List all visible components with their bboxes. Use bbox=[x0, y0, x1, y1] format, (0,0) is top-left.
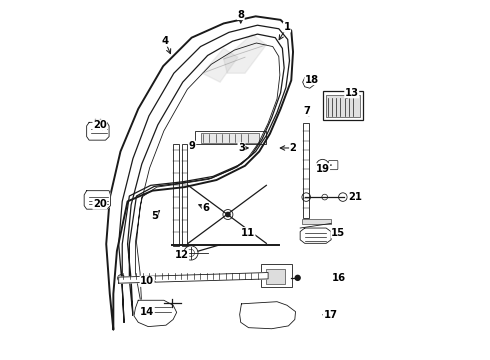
Text: 13: 13 bbox=[345, 88, 359, 98]
FancyBboxPatch shape bbox=[303, 123, 309, 219]
Circle shape bbox=[226, 212, 230, 217]
Text: 18: 18 bbox=[305, 75, 319, 85]
Text: 3: 3 bbox=[238, 143, 245, 153]
Text: 1: 1 bbox=[283, 22, 291, 32]
Polygon shape bbox=[300, 228, 331, 243]
Polygon shape bbox=[134, 300, 177, 327]
FancyBboxPatch shape bbox=[182, 144, 187, 246]
Text: 4: 4 bbox=[161, 36, 169, 46]
Text: 17: 17 bbox=[323, 310, 338, 320]
FancyBboxPatch shape bbox=[261, 264, 292, 287]
FancyBboxPatch shape bbox=[195, 131, 267, 144]
Polygon shape bbox=[202, 48, 238, 82]
Text: 10: 10 bbox=[140, 276, 154, 287]
FancyBboxPatch shape bbox=[322, 91, 363, 120]
FancyBboxPatch shape bbox=[141, 304, 149, 322]
Circle shape bbox=[295, 275, 300, 280]
Text: 16: 16 bbox=[332, 273, 346, 283]
Polygon shape bbox=[84, 191, 111, 209]
Text: 2: 2 bbox=[290, 143, 296, 153]
Text: 6: 6 bbox=[202, 203, 209, 213]
Text: 5: 5 bbox=[151, 211, 158, 221]
Text: 19: 19 bbox=[316, 163, 330, 174]
Polygon shape bbox=[223, 34, 267, 73]
Text: 8: 8 bbox=[237, 9, 244, 19]
FancyBboxPatch shape bbox=[326, 95, 360, 117]
Polygon shape bbox=[87, 122, 109, 140]
FancyBboxPatch shape bbox=[200, 134, 259, 143]
Polygon shape bbox=[240, 302, 295, 329]
FancyBboxPatch shape bbox=[266, 269, 285, 284]
Text: 15: 15 bbox=[331, 228, 345, 238]
FancyBboxPatch shape bbox=[302, 219, 331, 225]
Text: 21: 21 bbox=[348, 192, 362, 202]
Polygon shape bbox=[119, 273, 268, 283]
Text: 9: 9 bbox=[189, 141, 196, 151]
Text: 11: 11 bbox=[241, 228, 255, 238]
Text: 7: 7 bbox=[304, 105, 311, 116]
Text: 14: 14 bbox=[140, 307, 154, 317]
Polygon shape bbox=[303, 76, 316, 88]
Text: 12: 12 bbox=[174, 251, 189, 260]
FancyBboxPatch shape bbox=[173, 144, 179, 246]
Text: 20: 20 bbox=[93, 199, 107, 209]
Text: 20: 20 bbox=[93, 120, 107, 130]
FancyBboxPatch shape bbox=[329, 161, 338, 170]
